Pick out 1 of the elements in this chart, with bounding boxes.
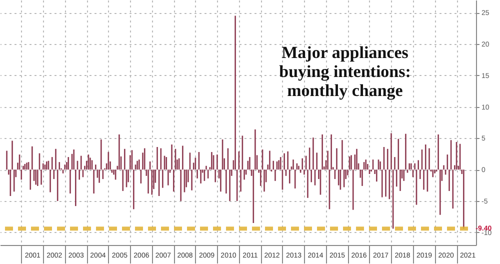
- text: Major appliances buying intentions: monthly change: [279, 43, 411, 100]
